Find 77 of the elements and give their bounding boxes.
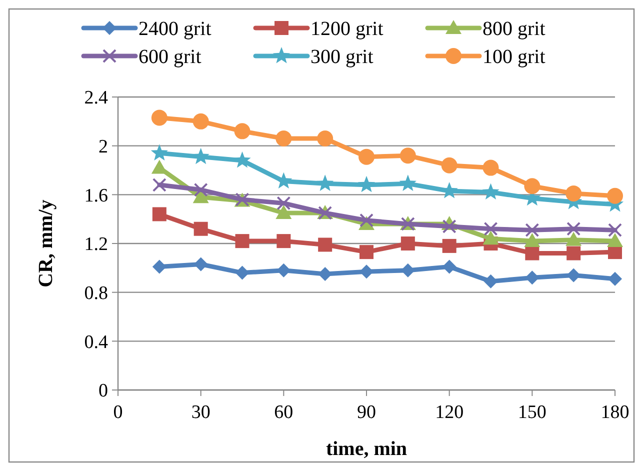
point xyxy=(566,268,581,282)
point xyxy=(317,130,334,147)
point xyxy=(194,222,208,236)
y-tick-label: 2 xyxy=(98,136,108,158)
point xyxy=(566,246,581,260)
legend-label: 100 grit xyxy=(482,46,546,68)
point xyxy=(318,267,332,282)
x-tick-label: 90 xyxy=(357,402,376,423)
point xyxy=(276,234,291,248)
point xyxy=(360,264,374,279)
point xyxy=(360,213,374,228)
legend-label: 300 grit xyxy=(310,46,374,68)
point xyxy=(234,151,251,168)
point xyxy=(400,236,415,250)
y-tick-label: 1.6 xyxy=(84,185,108,206)
point xyxy=(608,223,622,238)
legend-label: 1200 grit xyxy=(310,18,384,40)
y-tick-label: 0 xyxy=(98,380,108,402)
x-tick-label: 150 xyxy=(518,402,546,423)
point xyxy=(566,222,581,236)
point xyxy=(400,263,415,278)
y-tick-label: 0.4 xyxy=(84,332,108,353)
legend-label: 800 grit xyxy=(482,18,546,40)
point xyxy=(484,274,498,288)
point xyxy=(151,110,168,126)
point xyxy=(358,148,374,165)
point xyxy=(276,196,291,210)
point xyxy=(192,113,209,130)
point xyxy=(318,238,332,252)
point xyxy=(276,204,292,219)
point xyxy=(566,185,582,202)
x-tick-label: 180 xyxy=(600,402,630,423)
point xyxy=(316,174,334,191)
point xyxy=(235,266,250,280)
x-tick-label: 120 xyxy=(435,402,464,423)
x-tick-label: 60 xyxy=(274,402,294,423)
point xyxy=(235,234,250,248)
legend-label: 2400 grit xyxy=(138,18,212,40)
point xyxy=(194,182,208,197)
point xyxy=(192,148,210,164)
point xyxy=(234,123,250,140)
point xyxy=(525,246,540,260)
x-tick-label: 0 xyxy=(113,402,123,423)
point xyxy=(442,238,456,253)
point xyxy=(152,178,166,192)
point xyxy=(441,157,458,174)
y-tick-label: 1.2 xyxy=(84,234,108,256)
point xyxy=(442,260,456,274)
legend-label: 600 grit xyxy=(138,46,202,68)
point xyxy=(525,270,540,285)
point xyxy=(607,233,623,248)
point xyxy=(524,233,540,248)
point xyxy=(152,260,166,274)
point xyxy=(194,257,208,272)
point xyxy=(150,144,168,160)
point xyxy=(400,148,416,164)
point xyxy=(482,160,499,176)
point xyxy=(566,232,582,246)
point xyxy=(608,272,622,286)
point xyxy=(399,174,416,191)
point xyxy=(524,178,540,194)
y-tick-label: 0.8 xyxy=(84,282,108,304)
point xyxy=(482,183,500,200)
point xyxy=(484,222,498,236)
y-tick-label: 2.4 xyxy=(84,88,108,109)
point xyxy=(152,207,166,222)
point xyxy=(482,230,499,245)
point xyxy=(276,130,292,147)
point xyxy=(442,219,456,234)
point xyxy=(360,245,374,260)
point xyxy=(607,188,623,204)
point xyxy=(525,223,540,238)
x-tick-label: 30 xyxy=(191,402,210,423)
y-axis-title: CR, mm/y xyxy=(35,200,57,288)
point xyxy=(358,176,376,192)
x-axis-title: time, min xyxy=(326,438,408,460)
point xyxy=(276,263,291,278)
